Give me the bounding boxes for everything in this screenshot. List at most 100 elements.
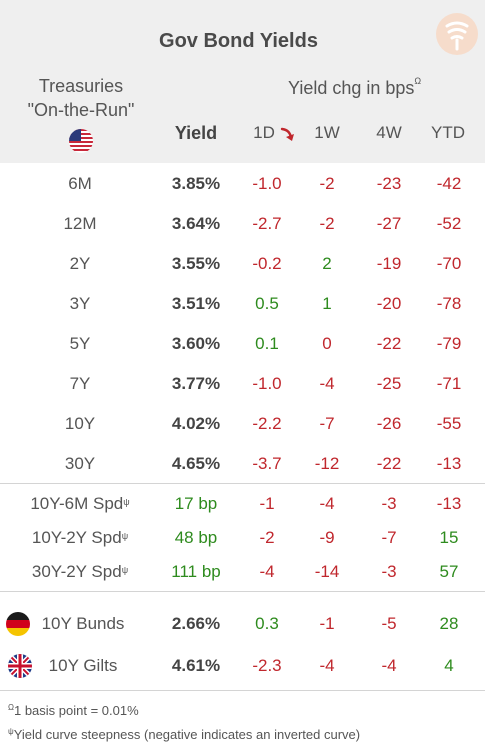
change-4w: -22 [376, 334, 402, 353]
row-label-text: 3Y [69, 294, 91, 313]
row-label-text: 12M [63, 214, 97, 233]
change-1d: 0.5 [255, 294, 279, 313]
change-1w: -2 [319, 214, 335, 233]
change-4w: -7 [381, 528, 397, 547]
table-row: 12M 3.64% -2.7 -2 -27 -52 [0, 208, 485, 240]
column-header-1d[interactable]: 1D [253, 123, 275, 142]
yield-value: 48 bp [174, 528, 218, 547]
change-1w: -14 [314, 562, 340, 581]
change-1d: -1 [259, 494, 275, 513]
change-ytd: -70 [436, 254, 462, 273]
table-row: 5Y 3.60% 0.1 0 -22 -79 [0, 328, 485, 360]
row-label: 30Y-2Y Spdψ [10, 556, 150, 588]
row-label: 6M [10, 168, 150, 200]
change-ytd: -13 [436, 494, 462, 513]
change-4w: -26 [376, 414, 402, 433]
change-ytd: -55 [436, 414, 462, 433]
yield-value: 3.60% [171, 334, 221, 353]
row-label: 30Y [10, 448, 150, 480]
yield-change-header-text: Yield chg in bps [288, 78, 415, 98]
brand-logo-icon [436, 13, 478, 55]
yield-value: 3.51% [171, 294, 221, 313]
change-1d: -2.2 [252, 414, 282, 433]
change-1w: -4 [319, 494, 335, 513]
row-label: 7Y [10, 368, 150, 400]
footnote-mark: ψ [123, 497, 130, 507]
row-label-text: 10Y-6M Spd [30, 494, 124, 513]
row-label-text: 30Y-2Y Spd [31, 562, 122, 581]
yield-value: 3.85% [171, 174, 221, 193]
yield-change-header: Yield chg in bpsΩ [288, 76, 422, 99]
change-1w: -2 [319, 174, 335, 193]
treasuries-label: Treasuries "On-the-Run" [22, 74, 140, 122]
change-1d: -0.2 [252, 254, 282, 273]
footnote-basis-point: Ω1 basis point = 0.01% [8, 703, 139, 718]
germany-flag-icon [6, 612, 30, 636]
row-label: 3Y [10, 288, 150, 320]
change-ytd: -78 [436, 294, 462, 313]
row-label: 10Y Gilts [38, 650, 128, 682]
column-header-yield: Yield [174, 123, 218, 143]
change-1w: 2 [322, 254, 332, 273]
row-label-text: 2Y [69, 254, 91, 273]
change-ytd: 4 [444, 656, 454, 675]
treasuries-label-line1: Treasuries [38, 76, 124, 96]
footnote-mark: ψ [8, 727, 14, 736]
change-1d: -3.7 [252, 454, 282, 473]
row-label-text: 5Y [69, 334, 91, 353]
change-ytd: -42 [436, 174, 462, 193]
change-1w: -7 [319, 414, 335, 433]
table-row: 10Y Bunds 2.66% 0.3 -1 -5 28 [0, 608, 485, 640]
section-divider [0, 483, 485, 484]
uk-flag-icon [8, 654, 32, 678]
change-ytd: -79 [436, 334, 462, 353]
change-4w: -22 [376, 454, 402, 473]
change-1d: -2.3 [252, 656, 282, 675]
footnote-curve-steepness: ψYield curve steepness (negative indicat… [8, 727, 360, 742]
column-header-4w[interactable]: 4W [376, 123, 402, 142]
change-ytd: -71 [436, 374, 462, 393]
arrow-down-right-icon [280, 127, 294, 141]
change-1d: -2.7 [252, 214, 282, 233]
table-row: 3Y 3.51% 0.5 1 -20 -78 [0, 288, 485, 320]
row-label: 10Y-2Y Spdψ [10, 522, 150, 554]
row-label-text: 10Y [64, 414, 96, 433]
change-1d: -2 [259, 528, 275, 547]
yield-change-footnote-mark: Ω [414, 76, 422, 86]
table-row: 10Y 4.02% -2.2 -7 -26 -55 [0, 408, 485, 440]
table-row: 2Y 3.55% -0.2 2 -19 -70 [0, 248, 485, 280]
yield-value: 111 bp [171, 562, 221, 581]
change-1d: 0.1 [255, 334, 279, 353]
row-label: 10Y [10, 408, 150, 440]
column-header-1w[interactable]: 1W [314, 123, 340, 142]
footnote-text: 1 basis point = 0.01% [13, 703, 139, 718]
yield-value: 4.02% [171, 414, 221, 433]
yield-value: 4.61% [171, 656, 221, 675]
change-1w: -1 [319, 614, 335, 633]
change-4w: -3 [381, 494, 397, 513]
page-title: Gov Bond Yields [159, 30, 318, 52]
yield-value: 2.66% [171, 614, 221, 633]
change-4w: -4 [381, 656, 397, 675]
change-1w: -4 [319, 374, 335, 393]
change-1d: 0.3 [255, 614, 279, 633]
change-4w: -20 [376, 294, 402, 313]
change-4w: -23 [376, 174, 402, 193]
yield-value: 3.77% [171, 374, 221, 393]
row-label-text: 10Y Bunds [41, 614, 125, 633]
footnote-mark: ψ [121, 531, 129, 541]
change-ytd: 28 [439, 614, 459, 633]
row-label: 10Y-6M Spdψ [10, 488, 150, 520]
row-label-text: 7Y [69, 374, 91, 393]
change-4w: -25 [376, 374, 402, 393]
row-label: 2Y [10, 248, 150, 280]
row-label: 12M [10, 208, 150, 240]
change-4w: -27 [376, 214, 402, 233]
yield-value: 4.65% [171, 454, 221, 473]
change-1d: -1.0 [252, 174, 282, 193]
table-row: 6M 3.85% -1.0 -2 -23 -42 [0, 168, 485, 200]
change-4w: -3 [381, 562, 397, 581]
footnote-divider [0, 690, 485, 691]
column-header-ytd[interactable]: YTD [431, 123, 465, 142]
change-ytd: -52 [436, 214, 462, 233]
